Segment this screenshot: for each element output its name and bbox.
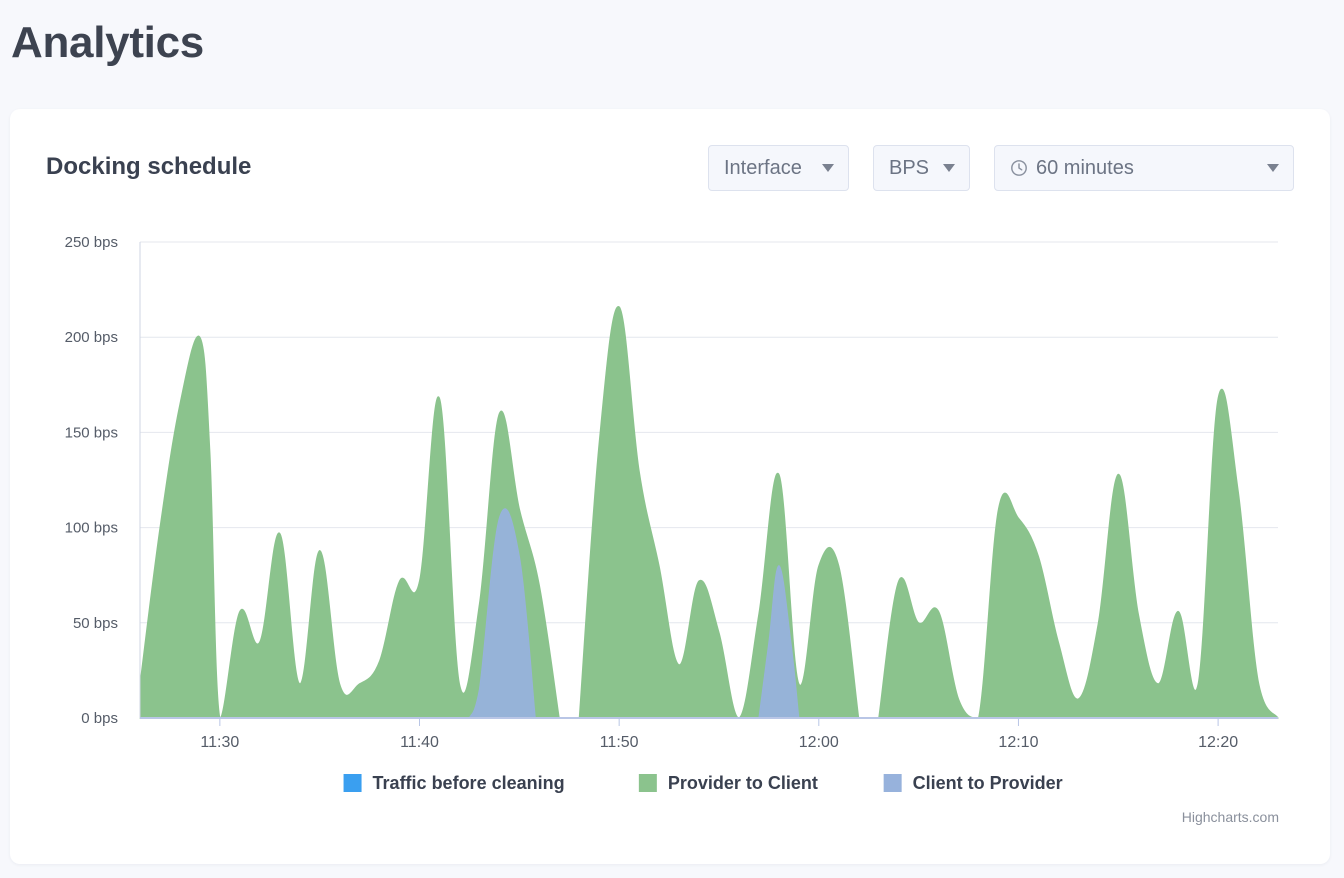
chevron-down-icon [822, 164, 834, 172]
y-tick-label: 100 bps [65, 520, 118, 537]
legend-label: Provider to Client [668, 773, 818, 793]
unit-select-value: BPS [889, 156, 930, 179]
x-tick-label: 11:30 [200, 734, 239, 751]
y-tick-label: 250 bps [65, 234, 118, 251]
legend-label: Traffic before cleaning [373, 773, 565, 793]
chart-legend: Traffic before cleaning Provider to Clien… [343, 773, 1063, 793]
page-title: Analytics [11, 18, 204, 67]
x-tick-label: 11:50 [600, 734, 639, 751]
y-tick-label: 0 bps [81, 710, 118, 727]
series-area-provider-to-client [578, 306, 860, 719]
chevron-down-icon [1267, 164, 1279, 172]
interface-select[interactable]: Interface [708, 145, 849, 191]
chart-axes: 0 bps 50 bps 100 bps 150 bps 200 bps 250 bps 1… [65, 234, 1278, 751]
legend-swatch [343, 774, 362, 792]
x-tick-label: 12:20 [1198, 734, 1238, 751]
time-range-select[interactable]: 60 minutes [994, 145, 1294, 191]
x-tick-label: 11:40 [400, 734, 439, 751]
x-tick-label: 12:10 [998, 734, 1038, 751]
y-tick-label: 50 bps [73, 615, 118, 632]
series-area-provider-to-client [139, 335, 560, 719]
series-area-client-to-provider [468, 508, 536, 719]
chevron-down-icon [943, 164, 955, 172]
y-tick-label: 150 bps [65, 424, 118, 441]
series-area-provider-to-client [878, 388, 1279, 719]
series-area-client-to-provider [758, 565, 800, 719]
chart-areas [139, 306, 1279, 719]
legend-item[interactable]: Traffic before cleaning [343, 773, 565, 793]
unit-select[interactable]: BPS [873, 145, 970, 191]
chart-credits[interactable]: Highcharts.com [1181, 809, 1279, 825]
legend-item[interactable]: Provider to Client [638, 773, 818, 793]
time-range-select-value: 60 minutes [1036, 156, 1134, 179]
x-tick-label: 12:00 [799, 734, 839, 751]
y-tick-label: 200 bps [65, 329, 118, 346]
legend-item[interactable]: Client to Provider [883, 773, 1063, 793]
chart-card-title: Docking schedule [46, 153, 252, 180]
legend-swatch [883, 774, 902, 792]
legend-swatch [638, 774, 657, 792]
legend-label: Client to Provider [913, 773, 1063, 793]
chart-card: Docking schedule Interface BPS 60 minute… [10, 109, 1330, 864]
clock-icon [1011, 160, 1027, 176]
interface-select-value: Interface [724, 156, 802, 179]
traffic-area-chart: 0 bps 50 bps 100 bps 150 bps 200 bps 250 bps 1… [65, 234, 1279, 793]
